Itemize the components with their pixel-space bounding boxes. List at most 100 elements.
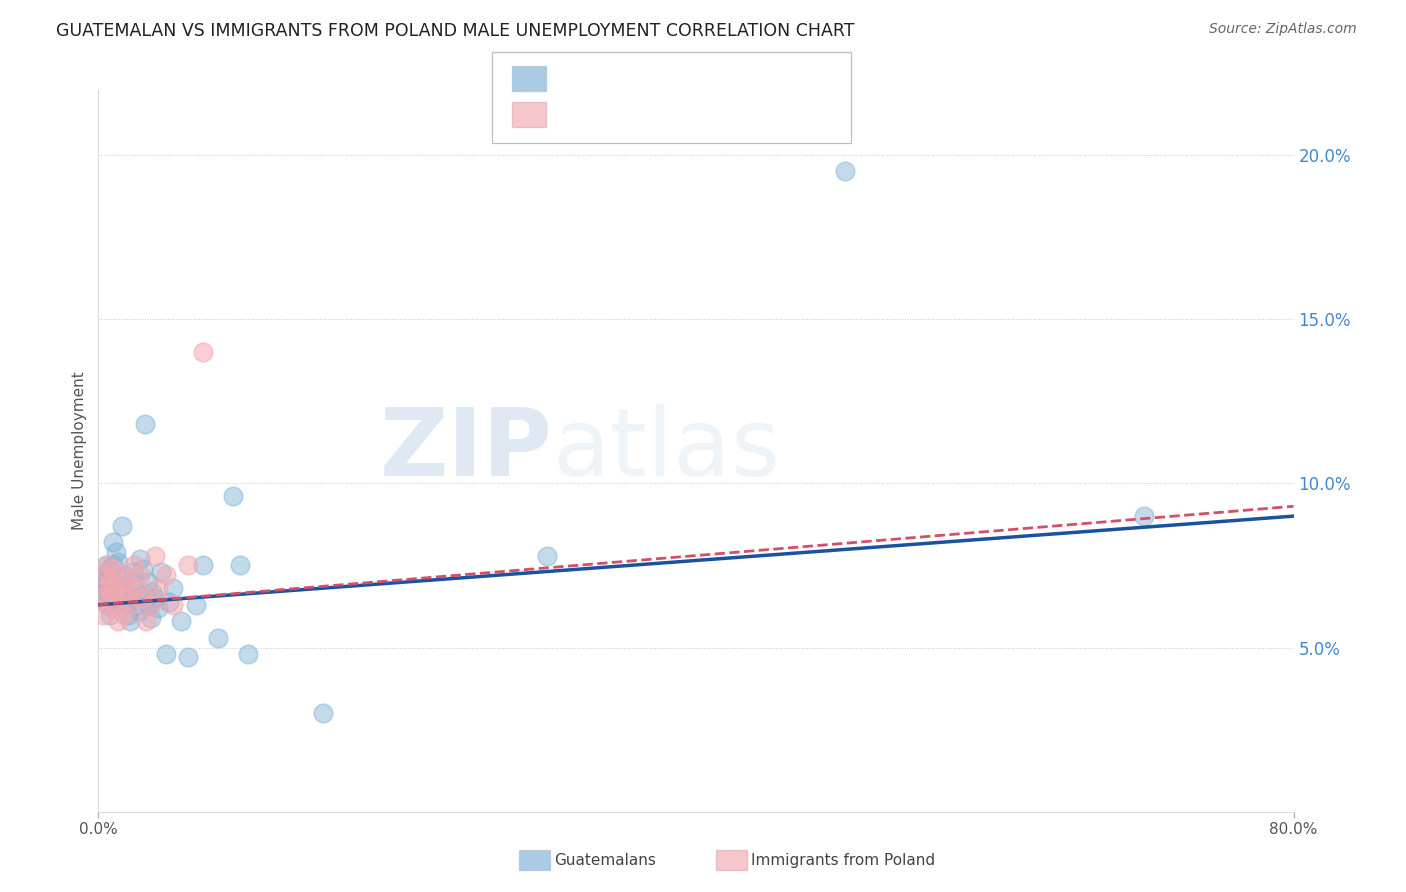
Text: 30: 30 — [686, 104, 709, 122]
Point — [91, 582, 114, 596]
Point — [127, 598, 149, 612]
Point — [162, 598, 184, 612]
Point — [118, 614, 141, 628]
Point — [104, 598, 127, 612]
Text: ZIP: ZIP — [380, 404, 553, 497]
Point — [105, 545, 128, 559]
Point — [101, 572, 124, 586]
Point — [90, 591, 112, 606]
Point — [1133, 509, 1156, 524]
Point — [135, 591, 157, 606]
Point — [536, 549, 558, 563]
Point — [143, 591, 166, 606]
Point — [121, 565, 143, 579]
Point — [103, 558, 125, 573]
Point — [98, 574, 122, 589]
Point — [157, 594, 180, 608]
Point — [93, 568, 115, 582]
Point — [138, 598, 160, 612]
Point — [132, 591, 155, 606]
Point — [148, 601, 170, 615]
Point — [177, 650, 200, 665]
Point — [120, 598, 142, 612]
Point — [191, 558, 214, 573]
Point — [236, 647, 259, 661]
Point — [90, 574, 112, 589]
Point — [114, 582, 136, 596]
Y-axis label: Male Unemployment: Male Unemployment — [72, 371, 87, 530]
Point — [101, 584, 124, 599]
Point — [94, 558, 117, 573]
Point — [150, 565, 173, 579]
Text: R =: R = — [553, 68, 589, 86]
Point — [155, 568, 177, 582]
Point — [129, 568, 152, 582]
Point — [101, 588, 124, 602]
Point — [112, 607, 135, 622]
Point — [98, 594, 122, 608]
Point — [124, 558, 146, 573]
Point — [103, 582, 125, 596]
Point — [94, 584, 117, 599]
Point — [834, 164, 856, 178]
Point — [207, 631, 229, 645]
Point — [96, 598, 118, 612]
Point — [129, 551, 152, 566]
Point — [229, 558, 252, 573]
Point — [103, 535, 125, 549]
Text: Immigrants from Poland: Immigrants from Poland — [751, 853, 935, 868]
Point — [128, 604, 150, 618]
Point — [120, 588, 142, 602]
Point — [136, 574, 159, 589]
Point — [107, 614, 129, 628]
Point — [97, 588, 120, 602]
Point — [97, 598, 120, 612]
Text: Guatemalans: Guatemalans — [554, 853, 655, 868]
Point — [117, 584, 139, 599]
Point — [134, 417, 156, 432]
Text: R =: R = — [553, 104, 589, 122]
Point — [311, 706, 333, 721]
Text: N =: N = — [651, 68, 688, 86]
Point — [98, 607, 122, 622]
Point — [97, 562, 120, 576]
Point — [184, 598, 207, 612]
Point — [111, 591, 134, 606]
Point — [125, 584, 148, 599]
Point — [148, 582, 170, 596]
Point — [191, 345, 214, 359]
Point — [135, 614, 157, 628]
Point — [103, 562, 125, 576]
Point — [155, 647, 177, 661]
Point — [162, 582, 184, 596]
Text: 63: 63 — [686, 68, 709, 86]
Point — [169, 614, 191, 628]
Point — [96, 578, 118, 592]
Text: 0.161: 0.161 — [588, 68, 640, 86]
Text: atlas: atlas — [553, 404, 780, 497]
Text: Source: ZipAtlas.com: Source: ZipAtlas.com — [1209, 22, 1357, 37]
Text: GUATEMALAN VS IMMIGRANTS FROM POLAND MALE UNEMPLOYMENT CORRELATION CHART: GUATEMALAN VS IMMIGRANTS FROM POLAND MAL… — [56, 22, 855, 40]
Point — [115, 594, 138, 608]
Point — [105, 601, 128, 615]
Point — [222, 490, 245, 504]
Point — [117, 607, 139, 622]
Point — [139, 611, 162, 625]
Point — [177, 558, 200, 573]
Point — [94, 582, 117, 596]
Point — [114, 574, 136, 589]
Point — [132, 562, 155, 576]
Point — [110, 568, 132, 582]
Point — [103, 601, 125, 615]
Point — [127, 582, 149, 596]
Point — [143, 549, 166, 563]
Point — [93, 568, 115, 582]
Point — [112, 568, 135, 582]
Point — [107, 555, 129, 569]
Point — [93, 591, 115, 606]
Point — [94, 572, 117, 586]
Point — [124, 574, 146, 589]
Point — [111, 519, 134, 533]
Point — [110, 591, 132, 606]
Point — [96, 558, 118, 573]
